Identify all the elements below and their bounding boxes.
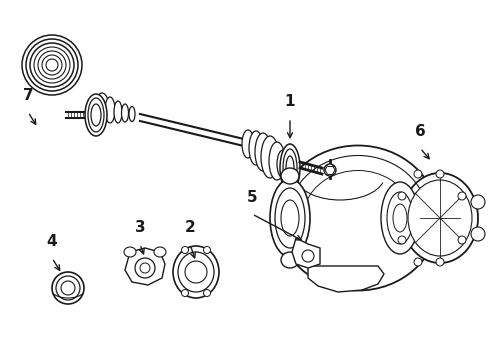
- Polygon shape: [125, 248, 165, 285]
- Ellipse shape: [178, 252, 214, 292]
- Circle shape: [436, 170, 444, 178]
- Circle shape: [324, 164, 336, 176]
- Circle shape: [26, 39, 78, 91]
- Ellipse shape: [381, 182, 419, 254]
- Text: 2: 2: [185, 220, 196, 235]
- Circle shape: [52, 272, 84, 304]
- Circle shape: [56, 276, 80, 300]
- Ellipse shape: [85, 94, 107, 136]
- Circle shape: [38, 51, 66, 79]
- Ellipse shape: [275, 188, 305, 248]
- Circle shape: [414, 170, 422, 178]
- Circle shape: [458, 192, 466, 200]
- Ellipse shape: [105, 97, 115, 123]
- Text: 4: 4: [47, 234, 57, 249]
- Circle shape: [181, 289, 189, 297]
- Text: 5: 5: [246, 190, 257, 205]
- Ellipse shape: [124, 247, 136, 257]
- Ellipse shape: [261, 136, 279, 178]
- Circle shape: [398, 192, 406, 200]
- Text: 7: 7: [23, 88, 33, 103]
- Ellipse shape: [88, 98, 104, 132]
- Circle shape: [203, 289, 211, 297]
- Ellipse shape: [286, 156, 294, 180]
- Ellipse shape: [281, 200, 299, 236]
- Text: 3: 3: [135, 220, 146, 235]
- Ellipse shape: [471, 227, 485, 241]
- Polygon shape: [292, 238, 320, 268]
- Ellipse shape: [278, 145, 438, 291]
- Circle shape: [458, 236, 466, 244]
- Ellipse shape: [281, 252, 299, 268]
- Circle shape: [302, 250, 314, 262]
- Text: 1: 1: [285, 94, 295, 109]
- Ellipse shape: [269, 142, 285, 180]
- Circle shape: [135, 258, 155, 278]
- Circle shape: [22, 35, 82, 95]
- Ellipse shape: [91, 104, 101, 126]
- Ellipse shape: [270, 179, 310, 257]
- Circle shape: [181, 247, 189, 253]
- Ellipse shape: [114, 101, 122, 123]
- Circle shape: [34, 47, 70, 83]
- Text: 6: 6: [415, 124, 425, 139]
- Ellipse shape: [122, 104, 128, 122]
- Ellipse shape: [154, 247, 166, 257]
- Ellipse shape: [471, 195, 485, 209]
- Circle shape: [414, 258, 422, 266]
- Ellipse shape: [402, 173, 478, 263]
- Circle shape: [203, 247, 211, 253]
- Ellipse shape: [249, 131, 263, 165]
- Polygon shape: [308, 266, 384, 292]
- Ellipse shape: [277, 150, 289, 178]
- Ellipse shape: [242, 130, 254, 158]
- Ellipse shape: [129, 107, 135, 122]
- Ellipse shape: [173, 246, 219, 298]
- Ellipse shape: [393, 204, 407, 232]
- Ellipse shape: [408, 180, 472, 256]
- Circle shape: [30, 43, 74, 87]
- Ellipse shape: [281, 168, 299, 184]
- Ellipse shape: [387, 192, 413, 244]
- Circle shape: [46, 59, 58, 71]
- Circle shape: [140, 263, 150, 273]
- Ellipse shape: [255, 133, 271, 171]
- Ellipse shape: [280, 144, 300, 192]
- Ellipse shape: [283, 149, 297, 187]
- Circle shape: [398, 236, 406, 244]
- Circle shape: [61, 281, 75, 295]
- Circle shape: [185, 261, 207, 283]
- Circle shape: [436, 258, 444, 266]
- Circle shape: [42, 55, 62, 75]
- Ellipse shape: [95, 93, 109, 123]
